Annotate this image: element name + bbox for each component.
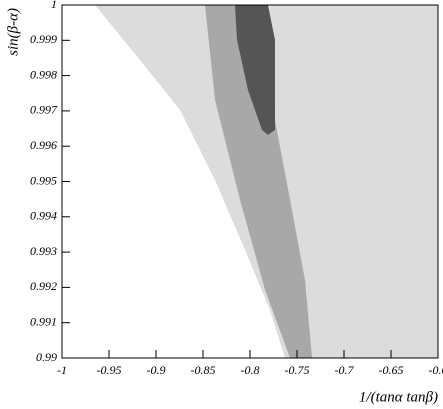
x-tick-label: -0.7 — [335, 363, 355, 377]
x-tick-label: -0.8 — [241, 363, 260, 377]
y-tick-label: 0.992 — [30, 279, 57, 293]
y-tick-label: 0.99 — [36, 350, 57, 364]
y-tick-label: 0.991 — [30, 314, 57, 328]
x-tick-label: -0.6 — [429, 363, 443, 377]
x-axis-title: 1/(tanα tanβ) — [359, 389, 438, 405]
y-axis-title: sin(β-α) — [5, 8, 21, 56]
plot-area — [94, 5, 438, 358]
y-tick-label: 0.996 — [30, 138, 57, 152]
y-tick-label: 0.995 — [30, 173, 57, 187]
x-tick-label: -0.65 — [379, 363, 404, 377]
x-tick-label: -0.95 — [97, 363, 122, 377]
y-tick-label: 0.994 — [30, 209, 57, 223]
y-tick-label: 0.997 — [30, 103, 58, 117]
y-tick-label: 0.998 — [30, 67, 57, 81]
x-tick-label: -0.9 — [147, 363, 166, 377]
region — [234, 5, 276, 135]
x-tick-label: -0.75 — [285, 363, 310, 377]
x-tick-label: -0.85 — [191, 363, 216, 377]
y-tick-label: 0.999 — [30, 32, 57, 46]
x-tick-label: -1 — [57, 363, 67, 377]
region — [204, 5, 313, 358]
y-tick-label: 1 — [51, 0, 57, 11]
y-tick-label: 0.993 — [30, 244, 57, 258]
